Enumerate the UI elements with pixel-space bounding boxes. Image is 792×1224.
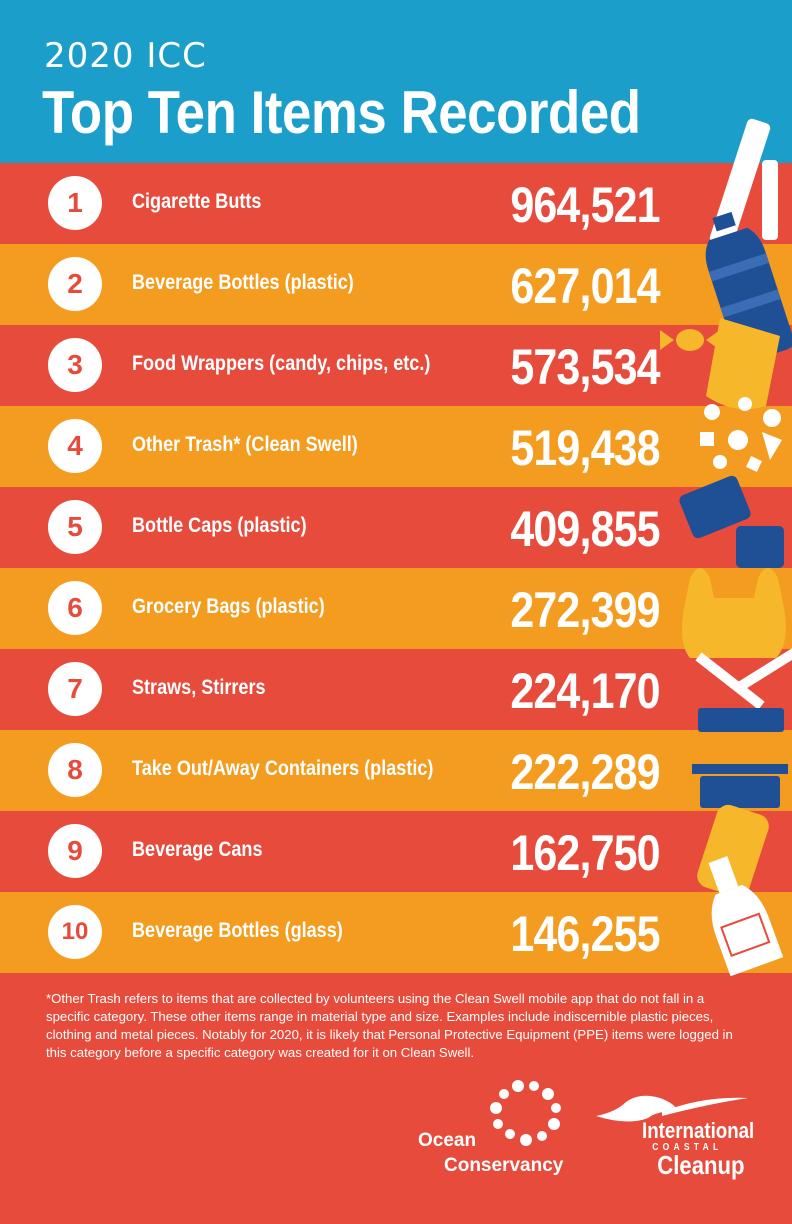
item-label: Beverage Cans — [132, 838, 263, 861]
rank-badge: 6 — [48, 581, 102, 635]
icc-line2: COASTAL — [652, 1142, 723, 1153]
item-count: 272,399 — [510, 582, 661, 638]
icc-logo: International COASTAL Cleanup — [642, 1118, 755, 1180]
rank-badge: 9 — [48, 824, 102, 878]
table-row: 3 Food Wrappers (candy, chips, etc.) 573,5… — [0, 325, 792, 406]
item-count: 627,014 — [510, 258, 661, 314]
ocean-conservancy-line2: Conservancy — [444, 1155, 564, 1176]
item-label: Cigarette Butts — [132, 190, 262, 213]
table-row: 1 Cigarette Butts 964,521 — [0, 163, 792, 244]
page-title: Top Ten Items Recorded — [42, 79, 641, 146]
table-row: 9 Beverage Cans 162,750 — [0, 811, 792, 892]
header-banner: 2020 ICC Top Ten Items Recorded — [0, 0, 792, 163]
ocean-conservancy-line1: Ocean — [418, 1130, 477, 1151]
ocean-conservancy-logo: Ocean Conservancy — [418, 1128, 563, 1178]
rank-badge: 10 — [48, 905, 102, 959]
table-row: 6 Grocery Bags (plastic) 272,399 — [0, 568, 792, 649]
item-label: Grocery Bags (plastic) — [132, 595, 325, 618]
item-label: Other Trash* (Clean Swell) — [132, 433, 358, 456]
item-count: 964,521 — [510, 177, 661, 233]
item-count: 519,438 — [510, 420, 661, 476]
icc-line1: International — [642, 1118, 755, 1143]
item-count: 162,750 — [510, 825, 661, 881]
item-count: 222,289 — [510, 744, 661, 800]
sea-turtle-icon — [596, 1095, 748, 1122]
item-count: 224,170 — [510, 663, 661, 719]
ocean-conservancy-logo-icon — [490, 1080, 561, 1146]
table-row: 10 Beverage Bottles (glass) 146,255 — [0, 892, 792, 973]
rank-badge: 7 — [48, 662, 102, 716]
item-label: Beverage Bottles (glass) — [132, 919, 343, 942]
item-count: 409,855 — [510, 501, 661, 557]
table-row: 4 Other Trash* (Clean Swell) 519,438 — [0, 406, 792, 487]
item-label: Bottle Caps (plastic) — [132, 514, 307, 537]
table-row: 5 Bottle Caps (plastic) 409,855 — [0, 487, 792, 568]
table-row: 8 Take Out/Away Containers (plastic) 222,2… — [0, 730, 792, 811]
footnote: *Other Trash refers to items that are co… — [46, 991, 733, 1060]
icc-line3: Cleanup — [657, 1150, 745, 1180]
table-row: 2 Beverage Bottles (plastic) 627,014 — [0, 244, 792, 325]
rank-badge: 8 — [48, 743, 102, 797]
rank-badge: 1 — [48, 176, 102, 230]
table-row: 7 Straws, Stirrers 224,170 — [0, 649, 792, 730]
rank-badge: 5 — [48, 500, 102, 554]
rank-badge: 3 — [48, 338, 102, 392]
rank-badge: 2 — [48, 257, 102, 311]
rank-badge: 4 — [48, 419, 102, 473]
item-label: Straws, Stirrers — [132, 676, 266, 699]
item-count: 573,534 — [510, 339, 661, 395]
item-label: Food Wrappers (candy, chips, etc.) — [132, 352, 431, 375]
page-subtitle: 2020 ICC — [44, 36, 207, 76]
item-label: Take Out/Away Containers (plastic) — [132, 757, 434, 780]
item-count: 146,255 — [510, 906, 661, 962]
item-label: Beverage Bottles (plastic) — [132, 271, 354, 294]
